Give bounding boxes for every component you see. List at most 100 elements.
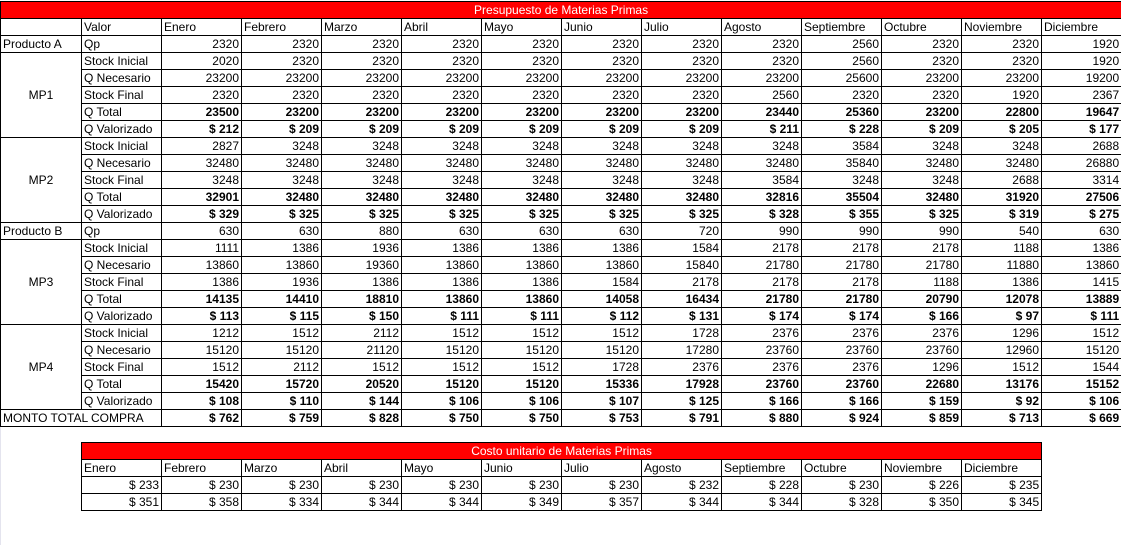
value-cell[interactable]: 2560 xyxy=(801,35,882,53)
value-cell[interactable]: 2112 xyxy=(241,358,322,376)
value-cell[interactable]: 32480 xyxy=(401,188,482,206)
value-cell[interactable]: 630 xyxy=(561,222,642,240)
value-cell[interactable]: 12960 xyxy=(961,341,1042,359)
value-cell[interactable]: 23760 xyxy=(721,375,802,393)
value-cell[interactable]: 23200 xyxy=(561,69,642,87)
value-cell[interactable]: 2320 xyxy=(481,35,562,53)
value-cell[interactable]: $ 174 xyxy=(721,307,802,325)
value-cell[interactable]: 1584 xyxy=(641,239,722,257)
row-label[interactable]: Stock Final xyxy=(81,358,162,376)
value-cell[interactable]: 3584 xyxy=(801,137,882,155)
value-cell[interactable]: 25360 xyxy=(801,103,882,121)
value-cell[interactable]: 25600 xyxy=(801,69,882,87)
value-cell[interactable]: $ 212 xyxy=(161,120,242,138)
value-cell[interactable]: 2367 xyxy=(1040,86,1121,104)
value-cell[interactable]: 12078 xyxy=(961,290,1042,308)
value-cell[interactable]: 23200 xyxy=(641,103,722,121)
value-cell[interactable]: 1386 xyxy=(241,239,322,257)
value-cell[interactable]: $ 209 xyxy=(481,120,562,138)
value-cell[interactable]: 3248 xyxy=(481,137,562,155)
column-header[interactable]: Mayo xyxy=(481,18,562,36)
value-cell[interactable]: $ 209 xyxy=(241,120,322,138)
material-group-label[interactable]: MP3 xyxy=(0,239,82,325)
value-cell[interactable]: 23200 xyxy=(161,69,242,87)
value-cell[interactable]: 32901 xyxy=(161,188,242,206)
value-cell[interactable]: 2178 xyxy=(721,273,802,291)
value-cell[interactable]: 2320 xyxy=(641,52,722,70)
value-cell[interactable]: $ 144 xyxy=(321,392,402,410)
value-cell[interactable]: $ 230 xyxy=(321,476,402,494)
value-cell[interactable]: 32480 xyxy=(561,188,642,206)
value-cell[interactable]: $ 209 xyxy=(641,120,722,138)
value-cell[interactable]: 1512 xyxy=(401,358,482,376)
value-cell[interactable]: 13889 xyxy=(1040,290,1121,308)
value-cell[interactable]: $ 166 xyxy=(801,392,882,410)
value-cell[interactable]: 32480 xyxy=(321,188,402,206)
value-cell[interactable]: 3314 xyxy=(1040,171,1121,189)
value-cell[interactable]: 2320 xyxy=(881,52,962,70)
value-cell[interactable]: 23200 xyxy=(721,69,802,87)
value-cell[interactable]: 23200 xyxy=(241,69,322,87)
value-cell[interactable]: $ 325 xyxy=(641,205,722,223)
value-cell[interactable]: 23200 xyxy=(401,69,482,87)
value-cell[interactable]: 32480 xyxy=(561,154,642,172)
value-cell[interactable]: $ 275 xyxy=(1040,205,1121,223)
column-header[interactable]: Febrero xyxy=(161,459,242,477)
value-cell[interactable]: $ 166 xyxy=(721,392,802,410)
row-label[interactable]: Qp xyxy=(81,35,162,53)
value-cell[interactable]: 14135 xyxy=(161,290,242,308)
value-cell[interactable]: 2178 xyxy=(801,273,882,291)
total-value-cell[interactable]: $ 791 xyxy=(641,409,722,427)
value-cell[interactable]: 1386 xyxy=(1040,239,1121,257)
value-cell[interactable]: $ 358 xyxy=(161,493,242,511)
value-cell[interactable]: 3248 xyxy=(641,137,722,155)
value-cell[interactable]: 2560 xyxy=(801,52,882,70)
column-header[interactable]: Noviembre xyxy=(961,18,1042,36)
row-label[interactable]: Stock Inicial xyxy=(81,137,162,155)
value-cell[interactable]: 630 xyxy=(161,222,242,240)
value-cell[interactable]: $ 211 xyxy=(721,120,802,138)
unit-cost-title[interactable]: Costo unitario de Materias Primas xyxy=(80,442,1043,460)
value-cell[interactable]: 2178 xyxy=(801,239,882,257)
row-label[interactable]: Q Total xyxy=(81,290,162,308)
value-cell[interactable]: 3248 xyxy=(481,171,562,189)
value-cell[interactable]: 1188 xyxy=(881,273,962,291)
column-header[interactable]: Diciembre xyxy=(1040,18,1121,36)
column-header[interactable]: Enero xyxy=(81,459,162,477)
value-cell[interactable]: 21780 xyxy=(801,290,882,308)
value-cell[interactable]: 2376 xyxy=(721,358,802,376)
value-cell[interactable]: 2178 xyxy=(641,273,722,291)
value-cell[interactable]: 2320 xyxy=(401,86,482,104)
value-cell[interactable]: 2320 xyxy=(961,35,1042,53)
column-header[interactable]: Julio xyxy=(561,459,642,477)
value-cell[interactable]: 2320 xyxy=(561,35,642,53)
value-cell[interactable]: 630 xyxy=(481,222,562,240)
value-cell[interactable]: 32480 xyxy=(641,188,722,206)
value-cell[interactable]: 1512 xyxy=(241,324,322,342)
row-label[interactable]: Stock Inicial xyxy=(81,239,162,257)
value-cell[interactable]: 2376 xyxy=(801,324,882,342)
column-header[interactable]: Mayo xyxy=(401,459,482,477)
value-cell[interactable]: 1212 xyxy=(161,324,242,342)
value-cell[interactable]: $ 230 xyxy=(401,476,482,494)
column-header[interactable]: Febrero xyxy=(241,18,322,36)
value-cell[interactable]: 1920 xyxy=(961,86,1042,104)
value-cell[interactable]: 2376 xyxy=(721,324,802,342)
value-cell[interactable]: 1386 xyxy=(481,239,562,257)
value-cell[interactable]: 2320 xyxy=(641,86,722,104)
material-group-label[interactable]: MP2 xyxy=(0,137,82,223)
row-label[interactable]: Q Valorizado xyxy=(81,307,162,325)
value-cell[interactable]: 22800 xyxy=(961,103,1042,121)
column-header[interactable]: Abril xyxy=(401,18,482,36)
row-label[interactable]: Q Total xyxy=(81,375,162,393)
value-cell[interactable]: 2376 xyxy=(881,324,962,342)
value-cell[interactable]: 880 xyxy=(321,222,402,240)
column-header[interactable]: Enero xyxy=(161,18,242,36)
value-cell[interactable]: 1386 xyxy=(961,273,1042,291)
value-cell[interactable]: $ 174 xyxy=(801,307,882,325)
value-cell[interactable]: 19360 xyxy=(321,256,402,274)
value-cell[interactable]: $ 106 xyxy=(481,392,562,410)
blank-header-cell[interactable] xyxy=(0,18,82,36)
row-label[interactable]: Q Valorizado xyxy=(81,120,162,138)
value-cell[interactable]: 3248 xyxy=(561,137,642,155)
